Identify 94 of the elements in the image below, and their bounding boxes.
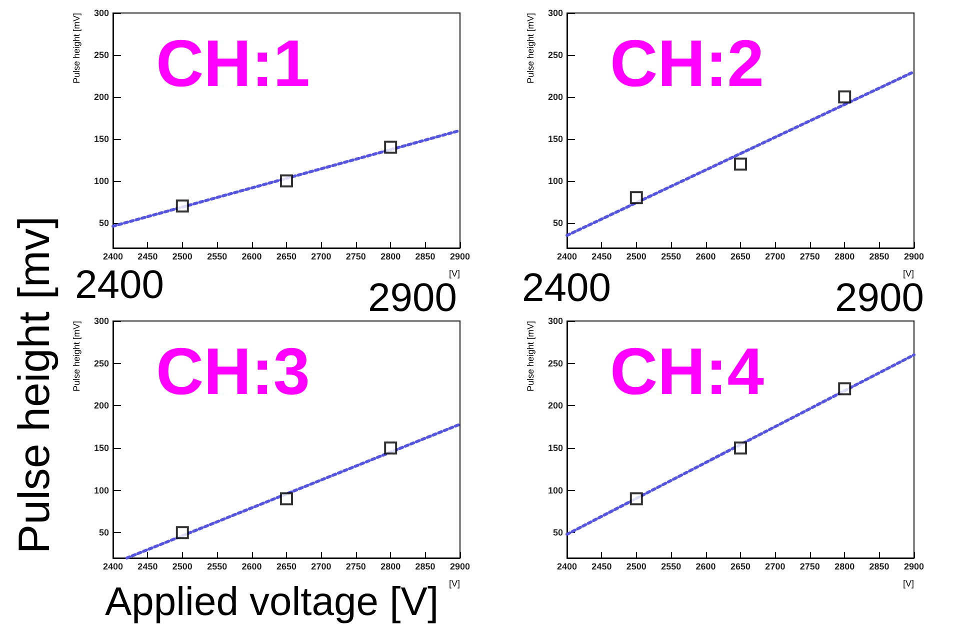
x-tick-label: 2450 [138, 252, 158, 262]
y-tick-label: 100 [94, 176, 109, 186]
y-tick-label: 100 [94, 485, 109, 496]
x-tick-label: 2700 [311, 562, 332, 572]
y-tick-label: 250 [94, 50, 109, 60]
point [384, 140, 398, 154]
y-tick-label: 200 [94, 400, 109, 411]
x-tick-label: 2800 [380, 562, 401, 572]
x-tick-label: 2650 [730, 562, 751, 572]
x-tick-label: 2450 [138, 562, 158, 572]
x-tick-label: 2600 [242, 252, 262, 262]
x-tick-label: 2750 [800, 562, 820, 572]
y-axis-title: Pulse height [mV] [526, 320, 536, 392]
chart-title: CH:2 [610, 26, 764, 100]
y-tick-label: 150 [548, 442, 563, 453]
text: Applied voltage [V] [105, 580, 439, 624]
x-tick-label: 2550 [661, 562, 682, 572]
x-tick-label: 2750 [800, 252, 820, 262]
y-tick-label: 50 [98, 528, 109, 538]
y-tick-label: 50 [552, 528, 563, 538]
y-tick-label: 150 [94, 134, 109, 144]
x-tick-label: 2500 [626, 562, 646, 572]
point [838, 382, 852, 396]
chart-title: CH:3 [156, 334, 310, 408]
y-tick-label: 250 [548, 358, 563, 368]
x-tick-label: 2400 [102, 562, 124, 572]
x-tick-label: 2850 [415, 562, 436, 572]
point [280, 174, 293, 188]
x-tick-label: 2500 [626, 252, 646, 262]
x-tick-label: 2800 [834, 562, 855, 572]
y-tick-label: 300 [94, 8, 109, 18]
x-tick-label: 2850 [869, 252, 890, 262]
x-tick-label: 2800 [834, 252, 855, 262]
x-tick-label: 2650 [276, 562, 297, 572]
point [734, 158, 747, 171]
y-tick-label: 200 [94, 92, 109, 102]
y-tick-label: 100 [548, 176, 563, 186]
x-tick-label: 2450 [592, 562, 612, 572]
y-tick-label: 150 [548, 134, 563, 144]
point [630, 492, 643, 506]
x-tick-label: 2700 [311, 252, 332, 262]
y-tick-label: 300 [94, 316, 109, 326]
x-tick-label: 2400 [102, 252, 124, 262]
x-tick-label: 2650 [276, 252, 297, 262]
y-tick-label: 250 [94, 358, 109, 368]
y-tick-label: 300 [548, 316, 563, 326]
y-tick-label: 200 [548, 92, 563, 102]
x-tick-label: 2900 [904, 252, 924, 262]
x-axis-title: [V] [448, 578, 460, 588]
x-tick-label: 2850 [415, 252, 436, 262]
x-tick-label: 2750 [346, 562, 366, 572]
x-tick-label: 2700 [765, 252, 786, 262]
x-tick-label: 2500 [172, 562, 192, 572]
x-tick-label: 2800 [380, 252, 401, 262]
x-tick-label: 2450 [592, 252, 612, 262]
x-tick-label: 2600 [696, 562, 716, 572]
chart-title: CH:1 [156, 26, 310, 100]
x-tick-label: 2500 [172, 252, 192, 262]
x-tick-label: 2600 [696, 252, 716, 262]
x-axis-title: [V] [902, 578, 914, 588]
y-tick-label: 150 [94, 442, 109, 453]
x-tick-label: 2850 [869, 562, 890, 572]
x-axis-title: [V] [902, 268, 914, 278]
x-tick-label: 2900 [450, 562, 470, 572]
y-tick-label: 100 [548, 485, 563, 496]
x-tick-label: 2550 [661, 252, 682, 262]
x-tick-label: 2900 [904, 562, 924, 572]
chart-title: CH:4 [610, 334, 764, 408]
text: Pulse height [mv] [10, 216, 59, 554]
y-tick-label: 50 [552, 218, 563, 228]
x-tick-label: 2550 [207, 562, 228, 572]
x-tick-label: 2900 [450, 252, 470, 262]
y-axis-title: Pulse height [mV] [526, 12, 536, 84]
y-tick-label: 200 [548, 400, 563, 411]
x-tick-label: 2550 [207, 252, 228, 262]
y-tick-label: 50 [98, 218, 109, 228]
point [384, 441, 398, 454]
point [630, 191, 643, 204]
x-tick-label: 2700 [765, 562, 786, 572]
y-axis-title: Pulse height [mV] [72, 12, 82, 84]
x-tick-label: 2750 [346, 252, 366, 262]
x-tick-label: 2400 [556, 562, 578, 572]
x-tick-label: 2650 [730, 252, 751, 262]
y-axis-title: Pulse height [mV] [72, 320, 82, 392]
point [838, 90, 852, 104]
point [734, 441, 747, 454]
point [176, 526, 189, 540]
y-tick-label: 300 [548, 8, 563, 18]
x-axis-title: [V] [448, 268, 460, 278]
point [176, 200, 189, 213]
point [280, 492, 293, 506]
x-tick-label: 2600 [242, 562, 262, 572]
y-tick-label: 250 [548, 50, 563, 60]
x-tick-label: 2400 [556, 252, 578, 262]
